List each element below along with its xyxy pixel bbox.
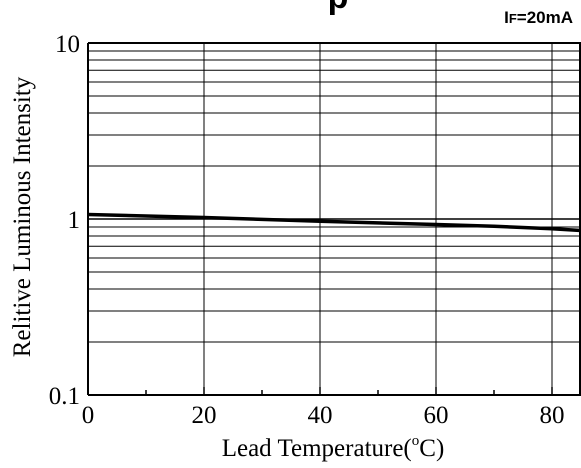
y-tick-label: 10: [55, 31, 80, 58]
x-tick-label: 60: [424, 402, 449, 429]
x-tick-label: 0: [82, 402, 95, 429]
x-tick-label: 40: [308, 402, 333, 429]
y-axis-label: Relitive Luminous Intensity: [9, 76, 36, 357]
condition-label: IF=20mA: [504, 8, 573, 27]
series-layer: [87, 212, 581, 233]
x-axis-label-degree: o: [412, 433, 420, 449]
condition-rest: =20mA: [517, 8, 573, 27]
axes: [87, 42, 581, 396]
x-tick-label: 80: [540, 402, 565, 429]
y-tick-label: 0.1: [49, 383, 80, 410]
x-axis-label: Lead Temperature(oC): [222, 433, 445, 462]
x-axis-label-text: Lead Temperature(: [222, 435, 412, 462]
tick-labels: 0 20 40 60 80 0.1 1 10: [49, 31, 565, 429]
x-axis-label-unit: C): [419, 435, 444, 462]
grid: [88, 43, 581, 395]
series-line: [87, 212, 581, 233]
condition-main: I: [504, 8, 509, 27]
x-tick-label: 20: [192, 402, 217, 429]
chart-title-fragment: p: [328, 0, 349, 16]
y-tick-label: 1: [68, 207, 81, 234]
condition-sub: F: [509, 11, 517, 26]
